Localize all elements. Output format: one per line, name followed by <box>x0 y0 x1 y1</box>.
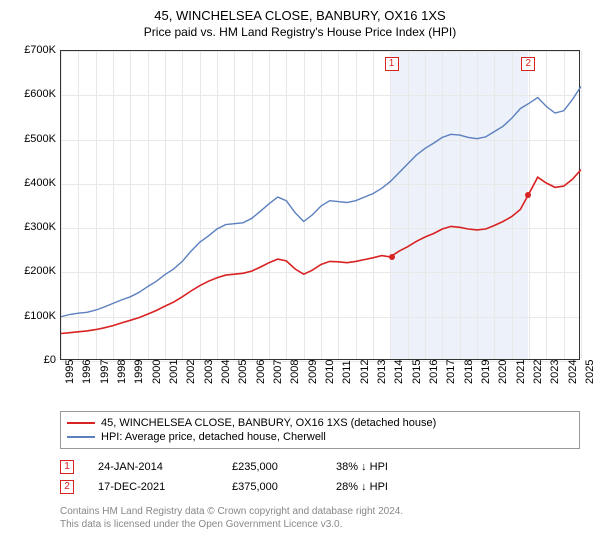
sale-marker-box: 1 <box>385 57 399 71</box>
chart-subtitle: Price paid vs. HM Land Registry's House … <box>10 25 590 39</box>
sales-price: £235,000 <box>232 461 312 473</box>
property-line <box>61 51 581 361</box>
chart-container: 45, WINCHELSEA CLOSE, BANBURY, OX16 1XS … <box>0 0 600 539</box>
footnote-line: This data is licensed under the Open Gov… <box>60 518 580 531</box>
legend-label: 45, WINCHELSEA CLOSE, BANBURY, OX16 1XS … <box>101 417 436 429</box>
legend-label: HPI: Average price, detached house, Cher… <box>101 431 326 443</box>
y-axis-label: £400K <box>10 177 56 189</box>
sales-row: 2 17-DEC-2021 £375,000 28% ↓ HPI <box>60 477 580 497</box>
y-axis-label: £200K <box>10 265 56 277</box>
legend-box: 45, WINCHELSEA CLOSE, BANBURY, OX16 1XS … <box>60 411 580 449</box>
plot-area: 12 <box>60 50 580 360</box>
sales-price: £375,000 <box>232 481 312 493</box>
sales-table: 1 24-JAN-2014 £235,000 38% ↓ HPI 2 17-DEC-202… <box>60 457 580 497</box>
sale-marker-box: 2 <box>521 57 535 71</box>
legend-item: 45, WINCHELSEA CLOSE, BANBURY, OX16 1XS … <box>67 416 573 430</box>
legend-swatch <box>67 436 95 438</box>
footnote: Contains HM Land Registry data © Crown c… <box>60 505 580 531</box>
sales-date: 24-JAN-2014 <box>98 461 208 473</box>
sales-marker: 1 <box>60 460 74 474</box>
legend-swatch <box>67 422 95 424</box>
legend-item: HPI: Average price, detached house, Cher… <box>67 430 573 444</box>
x-axis-label: 2025 <box>584 360 600 384</box>
sale-point <box>389 254 395 260</box>
sale-point <box>525 192 531 198</box>
sales-diff: 38% ↓ HPI <box>336 461 436 473</box>
chart-title: 45, WINCHELSEA CLOSE, BANBURY, OX16 1XS <box>10 8 590 23</box>
sales-diff: 28% ↓ HPI <box>336 481 436 493</box>
y-axis-label: £700K <box>10 44 56 56</box>
gridline-v <box>581 51 582 359</box>
y-axis-label: £100K <box>10 310 56 322</box>
sales-row: 1 24-JAN-2014 £235,000 38% ↓ HPI <box>60 457 580 477</box>
footnote-line: Contains HM Land Registry data © Crown c… <box>60 505 580 518</box>
y-axis-label: £500K <box>10 133 56 145</box>
chart-area: 12 £0£100K£200K£300K£400K£500K£600K£700K… <box>10 45 590 405</box>
y-axis-label: £300K <box>10 221 56 233</box>
y-axis-label: £600K <box>10 88 56 100</box>
y-axis-label: £0 <box>10 354 56 366</box>
sales-marker: 2 <box>60 480 74 494</box>
sales-date: 17-DEC-2021 <box>98 481 208 493</box>
